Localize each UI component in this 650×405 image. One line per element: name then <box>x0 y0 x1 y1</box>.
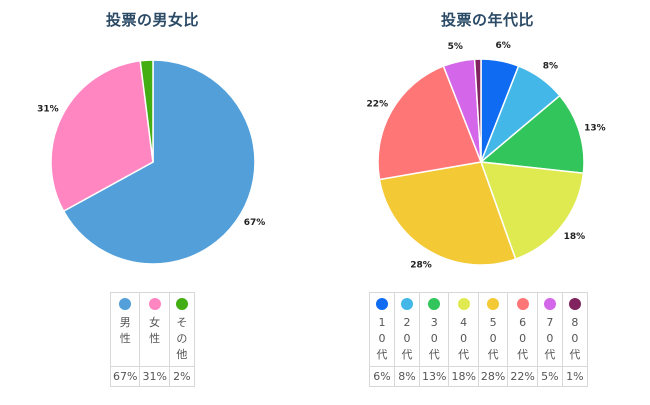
legend-swatch-icon <box>376 298 388 310</box>
legend-entry: 女性 <box>139 292 170 367</box>
legend-entry: 10代 <box>369 292 395 367</box>
slice-label: 8% <box>543 61 558 71</box>
slice-label: 6% <box>495 41 510 51</box>
legend-label: 80代 <box>569 316 581 361</box>
legend-entry: 男性 <box>109 292 141 367</box>
legend-swatch-icon <box>175 298 188 310</box>
legend-percent: 5% <box>536 366 563 387</box>
age-pie-chart: 6% 8% 13% 18% 28% 22% 5% <box>367 41 606 271</box>
legend-percent: 67% <box>109 366 141 387</box>
legend-label: 60代 <box>517 316 529 361</box>
legend-label: 40代 <box>458 316 470 361</box>
legend-percent: 31% <box>139 366 170 387</box>
legend-entry: 30代 <box>418 292 450 367</box>
legend-percent: 28% <box>477 366 509 387</box>
legend-percent: 6% <box>369 366 395 387</box>
gender-pie-chart: 67% 31% <box>37 59 266 265</box>
legend-label: 男性 <box>119 316 131 345</box>
pie-slice-7 <box>473 58 482 163</box>
chart-title: 投票の男女比 <box>105 11 199 29</box>
legend-percent: 2% <box>168 366 195 387</box>
pie-slice-4 <box>378 161 517 266</box>
legend-percent: 18% <box>448 366 479 387</box>
legend-label: 10代 <box>376 316 388 361</box>
pie-slice-1 <box>50 59 154 213</box>
pie-slice-2 <box>479 94 585 175</box>
legend-swatch-icon <box>401 298 413 310</box>
pie-slice-0 <box>62 59 256 265</box>
age-chart-panel: 投票の年代比 6% 8% 13% 18% 28% 22% 5% 10代 20代 30代 40代 50… <box>325 0 650 405</box>
legend-entry: 60代 <box>507 292 538 367</box>
legend-swatch-icon <box>428 298 441 310</box>
gender-legend-table: 男性 女性 その他 67% 31% 2% <box>109 292 195 387</box>
legend-label: 50代 <box>487 316 499 361</box>
legend-entry: 20代 <box>394 292 420 367</box>
pie-slice-2 <box>139 59 154 163</box>
legend-entry: その他 <box>168 292 195 367</box>
legend-percent: 13% <box>418 366 450 387</box>
legend-label: 女性 <box>149 316 161 345</box>
pie-slice-5 <box>377 65 483 181</box>
legend-label: 30代 <box>428 316 440 361</box>
slice-label: 13% <box>584 123 606 133</box>
legend-swatch-icon <box>516 298 529 310</box>
legend-swatch-icon <box>543 298 556 310</box>
legend-entry: 40代 <box>448 292 479 367</box>
legend-label: 20代 <box>401 316 413 361</box>
legend-entry: 50代 <box>477 292 509 367</box>
slice-label: 5% <box>448 42 463 52</box>
slice-label: 31% <box>37 104 59 114</box>
legend-swatch-icon <box>119 298 132 310</box>
age-legend-table: 10代 20代 30代 40代 50代 60代 70代 80代 6% 8% 13% 18% 28% 22%… <box>369 292 588 387</box>
pie-slice-3 <box>479 161 585 260</box>
slice-label: 28% <box>410 261 432 271</box>
legend-label: その他 <box>176 316 188 361</box>
legend-swatch-icon <box>457 298 470 310</box>
gender-chart-panel: 投票の男女比 67% 31% 男性 女性 その他 67% 31% 2% <box>0 0 305 405</box>
legend-percent: 22% <box>507 366 538 387</box>
chart-title: 投票の年代比 <box>440 11 534 29</box>
legend-entry: 70代 <box>536 292 563 367</box>
slice-label: 18% <box>564 232 586 242</box>
slice-label: 67% <box>244 218 266 228</box>
legend-percent: 1% <box>561 366 588 387</box>
legend-swatch-icon <box>148 298 161 310</box>
slice-label: 22% <box>367 100 389 110</box>
legend-swatch-icon <box>487 298 500 310</box>
legend-percent: 8% <box>394 366 420 387</box>
legend-swatch-icon <box>568 298 581 310</box>
legend-label: 70代 <box>544 316 556 361</box>
legend-entry: 80代 <box>561 292 588 367</box>
